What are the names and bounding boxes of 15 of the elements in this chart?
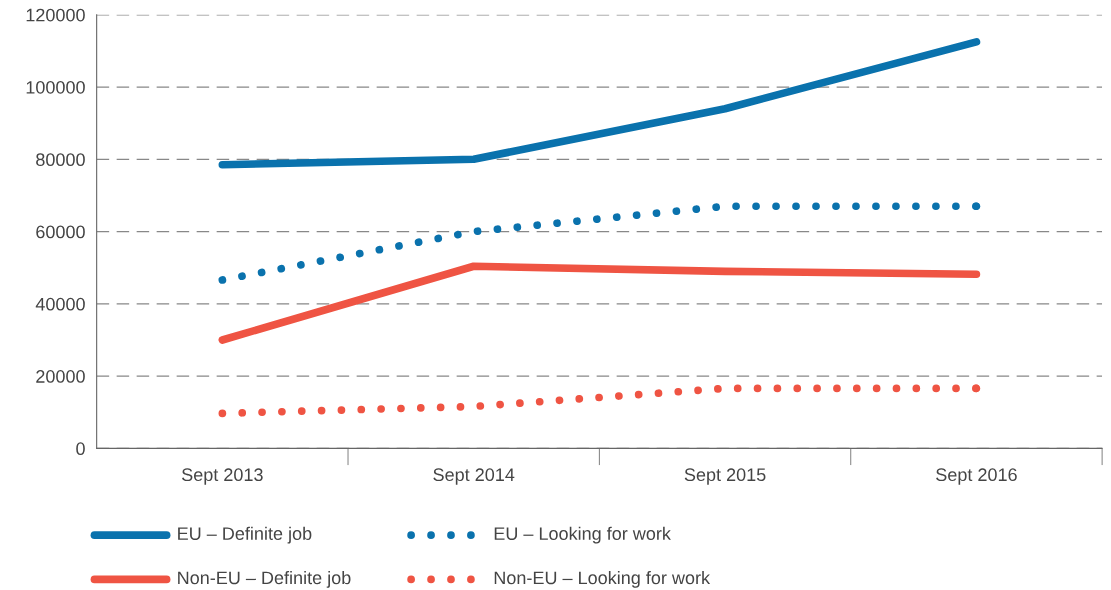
x-tick-label: Sept 2016 (936, 468, 1017, 485)
y-tick-label: 80000 (36, 153, 85, 167)
legend-label: Non-EU – Definite job (178, 570, 351, 588)
y-tick-label: 40000 (35, 297, 85, 311)
legend-label: Non-EU – Looking for work (494, 570, 711, 588)
legend-label: EU – Looking for work (494, 526, 671, 544)
y-tick-label: 60000 (36, 225, 85, 239)
y-tick-label: 0 (76, 442, 85, 456)
legend-label: EU – Definite job (178, 526, 312, 544)
x-tick-label: Sept 2013 (182, 468, 263, 485)
y-tick-label: 120000 (26, 8, 85, 22)
x-tick-label: Sept 2015 (684, 468, 766, 485)
y-tick-label: 100000 (26, 80, 85, 94)
y-tick-label: 20000 (36, 370, 85, 383)
x-tick-label: Sept 2014 (433, 468, 515, 485)
